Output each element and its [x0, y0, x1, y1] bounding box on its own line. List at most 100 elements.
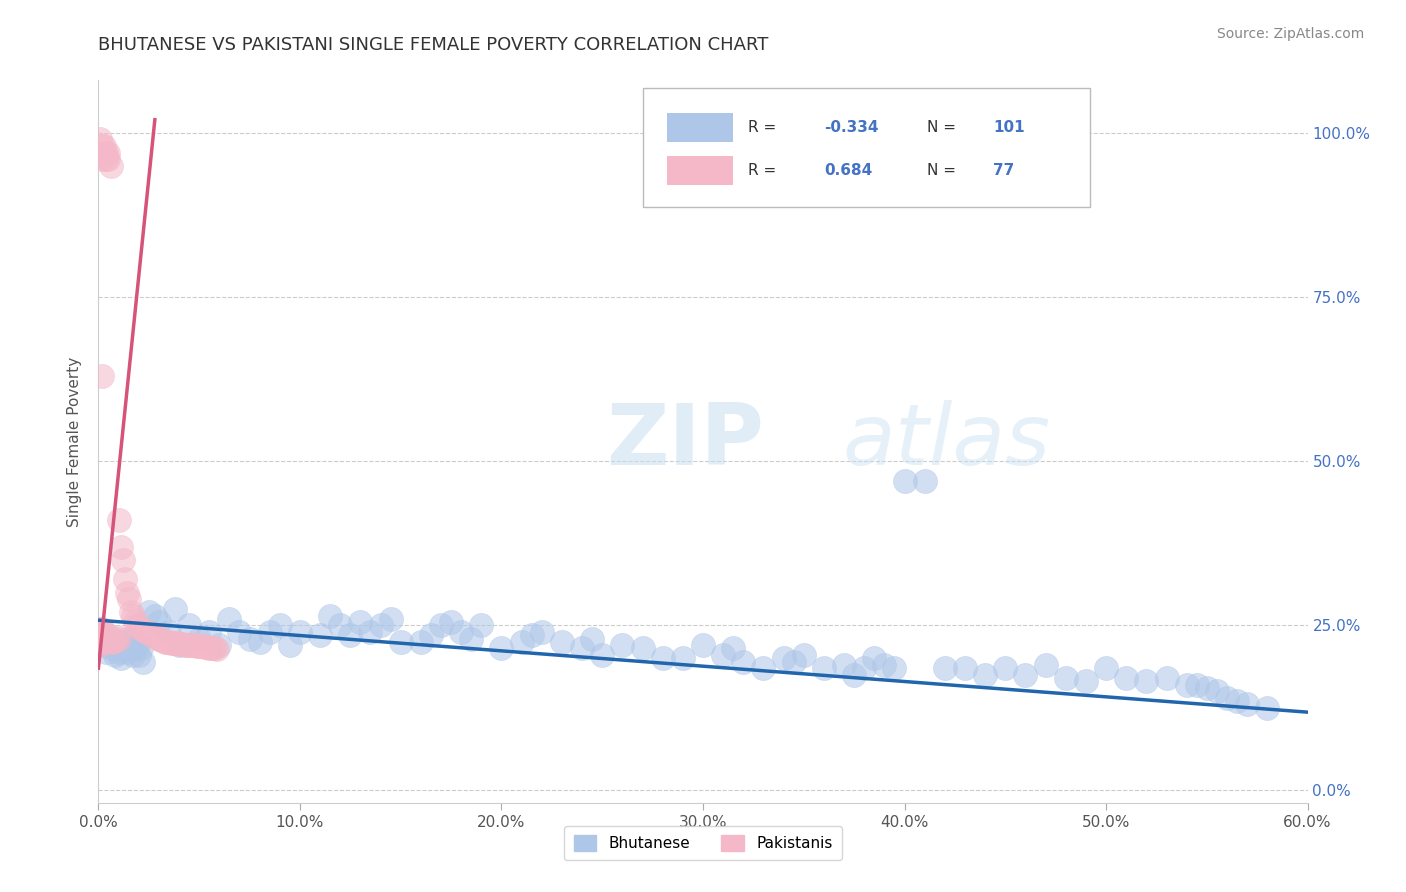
Point	[200, 640, 222, 655]
Point	[184, 638, 207, 652]
Point	[360, 625, 382, 640]
Point	[198, 640, 221, 655]
Point	[1156, 671, 1178, 685]
Point	[146, 630, 169, 644]
Point	[89, 638, 111, 652]
Point	[120, 635, 142, 649]
Point	[89, 622, 111, 636]
Point	[994, 661, 1017, 675]
Point	[163, 636, 186, 650]
Point	[672, 651, 695, 665]
Point	[194, 640, 217, 654]
Point	[380, 612, 402, 626]
Point	[97, 145, 120, 160]
Point	[111, 553, 134, 567]
Text: -0.334: -0.334	[824, 120, 879, 135]
Point	[124, 615, 146, 630]
Point	[128, 648, 150, 662]
Point	[190, 640, 212, 654]
Point	[195, 640, 218, 654]
Point	[91, 628, 114, 642]
Point	[460, 632, 482, 646]
Point	[370, 618, 392, 632]
Point	[1195, 681, 1218, 695]
Point	[138, 605, 160, 619]
Point	[167, 638, 190, 652]
Point	[329, 618, 352, 632]
Point	[103, 632, 125, 647]
Point	[89, 635, 111, 649]
Point	[96, 628, 118, 642]
Point	[163, 602, 186, 616]
Point	[89, 628, 111, 642]
Point	[198, 625, 221, 640]
Point	[93, 625, 115, 640]
Text: Source: ZipAtlas.com: Source: ZipAtlas.com	[1216, 27, 1364, 41]
Point	[269, 618, 291, 632]
Point	[170, 637, 193, 651]
Point	[115, 645, 138, 659]
Point	[530, 625, 553, 640]
Point	[1135, 674, 1157, 689]
Point	[97, 628, 120, 642]
Point	[114, 641, 136, 656]
Point	[103, 648, 125, 662]
Point	[259, 625, 281, 640]
Point	[132, 623, 155, 637]
Point	[1014, 667, 1036, 681]
Point	[239, 632, 262, 646]
Point	[883, 661, 905, 675]
Point	[631, 641, 654, 656]
Point	[110, 651, 132, 665]
Point	[571, 641, 593, 656]
Point	[118, 632, 141, 646]
Point	[349, 615, 371, 630]
Point	[97, 632, 120, 646]
Point	[174, 638, 197, 652]
Point	[162, 635, 184, 649]
Point	[179, 638, 201, 652]
Point	[309, 628, 332, 642]
Point	[1216, 690, 1239, 705]
Point	[148, 615, 170, 630]
FancyBboxPatch shape	[666, 112, 734, 142]
Point	[228, 625, 250, 640]
Point	[125, 638, 148, 652]
Point	[692, 638, 714, 652]
Point	[101, 635, 124, 649]
Point	[188, 632, 211, 646]
Point	[186, 639, 208, 653]
Point	[551, 635, 574, 649]
Point	[193, 640, 215, 654]
Point	[89, 622, 111, 636]
Text: BHUTANESE VS PAKISTANI SINGLE FEMALE POVERTY CORRELATION CHART: BHUTANESE VS PAKISTANI SINGLE FEMALE POV…	[98, 36, 769, 54]
Point	[409, 635, 432, 649]
Point	[1206, 684, 1229, 698]
FancyBboxPatch shape	[666, 156, 734, 185]
Point	[1226, 694, 1249, 708]
Point	[1185, 677, 1208, 691]
Point	[142, 628, 165, 642]
Point	[1035, 657, 1057, 672]
Point	[914, 474, 936, 488]
Point	[470, 618, 492, 632]
Point	[793, 648, 815, 662]
Point	[157, 625, 180, 640]
Text: atlas: atlas	[842, 400, 1050, 483]
Point	[91, 139, 114, 153]
Point	[143, 608, 166, 623]
Point	[420, 628, 443, 642]
Point	[91, 635, 114, 649]
Point	[1054, 671, 1077, 685]
Point	[91, 368, 114, 383]
Point	[97, 152, 120, 166]
Point	[128, 620, 150, 634]
Point	[853, 661, 876, 675]
Point	[389, 635, 412, 649]
Point	[863, 651, 886, 665]
Point	[160, 635, 183, 649]
Point	[339, 628, 361, 642]
Point	[157, 635, 180, 649]
FancyBboxPatch shape	[643, 87, 1090, 207]
Point	[167, 637, 190, 651]
